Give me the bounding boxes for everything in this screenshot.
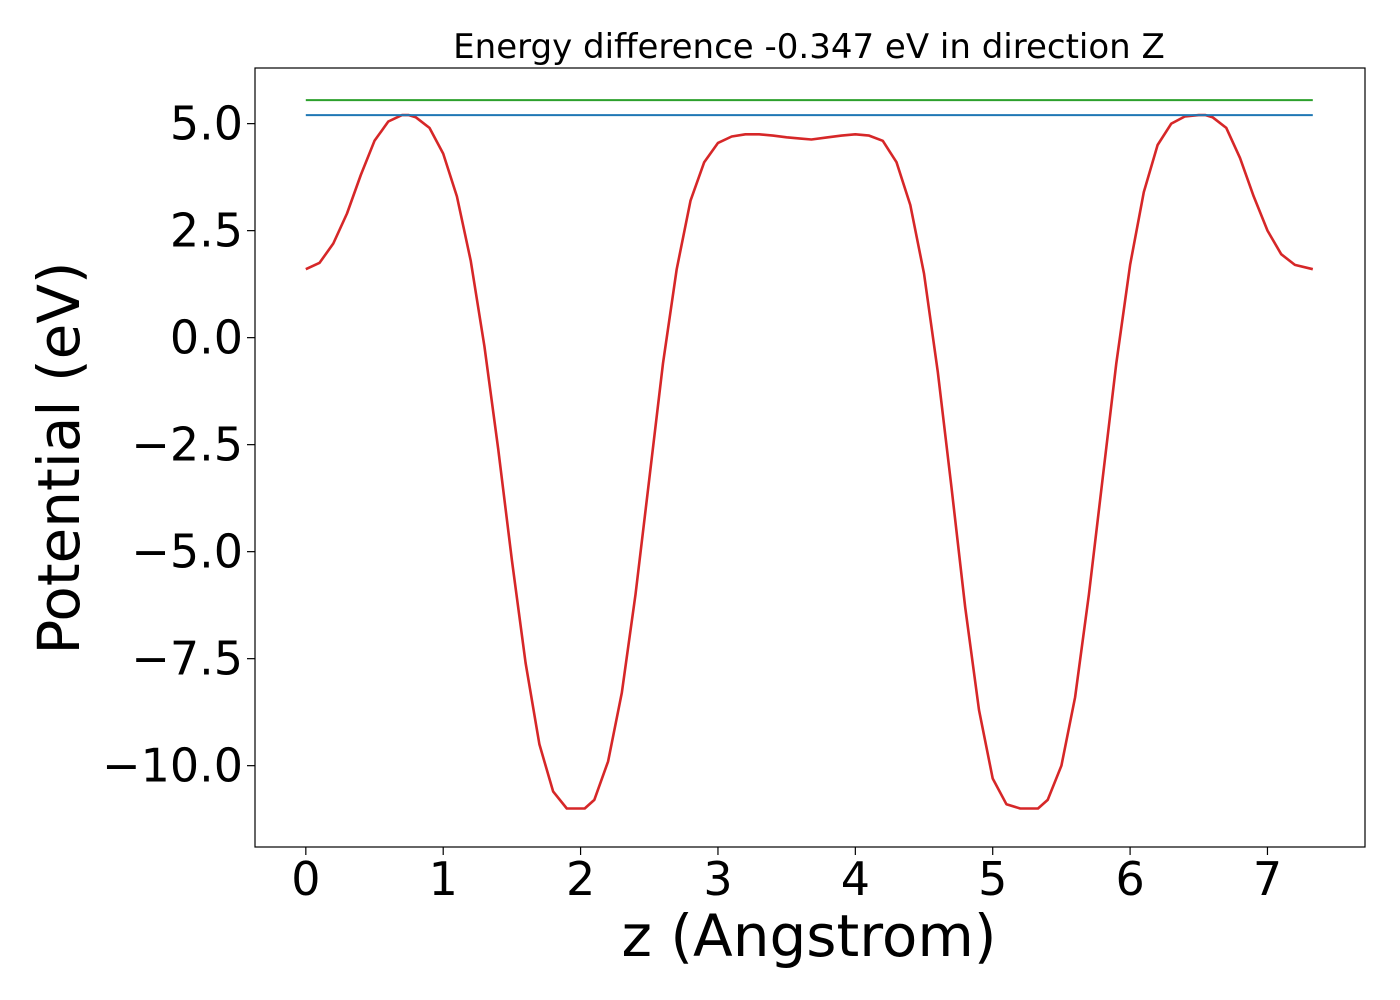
plot-frame bbox=[254, 67, 1366, 848]
x-axis-ticks: 0 1 2 3 4 5 6 7 bbox=[291, 847, 1282, 906]
x-tick-label: 6 bbox=[1115, 852, 1144, 906]
y-axis-label: Potential (eV) bbox=[25, 261, 93, 654]
chart-title: Energy difference -0.347 eV in direction… bbox=[453, 27, 1165, 67]
y-tick-label: −2.5 bbox=[131, 418, 243, 472]
y-tick-label: 2.5 bbox=[170, 204, 243, 258]
x-tick-label: 7 bbox=[1253, 852, 1282, 906]
y-tick-label: 0.0 bbox=[170, 311, 243, 365]
y-tick-label: 5.0 bbox=[170, 97, 243, 151]
y-tick-label: −10.0 bbox=[102, 739, 243, 793]
y-tick-label: −5.0 bbox=[131, 525, 243, 579]
x-tick-label: 4 bbox=[841, 852, 870, 906]
x-tick-label: 2 bbox=[566, 852, 595, 906]
y-tick-label: −7.5 bbox=[131, 632, 243, 686]
x-axis-label: z (Angstrom) bbox=[622, 902, 997, 970]
x-tick-label: 0 bbox=[291, 852, 320, 906]
plot-lines bbox=[305, 99, 1314, 810]
x-tick-label: 5 bbox=[978, 852, 1007, 906]
x-tick-label: 1 bbox=[429, 852, 458, 906]
y-axis-ticks: 5.0 2.5 0.0 −2.5 −5.0 −7.5 −10.0 bbox=[102, 97, 255, 793]
x-tick-label: 3 bbox=[703, 852, 732, 906]
series-line-0 bbox=[305, 113, 1314, 810]
